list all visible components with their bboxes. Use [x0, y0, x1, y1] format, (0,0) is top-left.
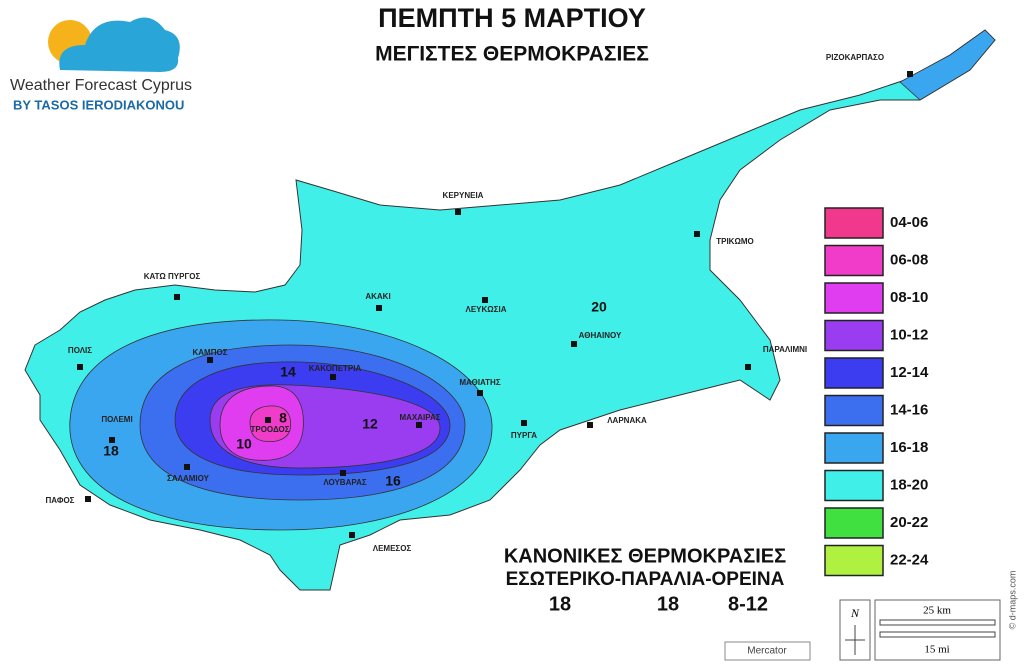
cloud	[59, 17, 180, 72]
town-marker	[521, 420, 527, 426]
contours	[69, 319, 493, 531]
town-marker	[587, 422, 593, 428]
town-label: ΤΡΟΟΔΟΣ	[250, 425, 289, 434]
normal-value: 18	[549, 593, 571, 615]
town-label: ΠΟΛΙΣ	[68, 346, 92, 355]
scale-mi: 15 mi	[924, 644, 949, 656]
legend-label: 16-18	[890, 439, 928, 456]
legend-swatch	[824, 469, 884, 502]
town-label: ΣΑΛΑΜΙΟΥ	[167, 474, 210, 483]
scale-bar	[879, 631, 996, 638]
legend-swatch	[824, 507, 884, 539]
legend-swatch	[824, 432, 884, 464]
legend-swatch	[824, 357, 884, 389]
town-label: ΤΡΙΚΩΜΟ	[716, 237, 754, 246]
town-marker	[207, 357, 213, 363]
town-label: ΛΕΥΚΩΣΙΑ	[466, 305, 507, 314]
town-marker	[349, 532, 355, 538]
legend-swatch	[824, 207, 884, 239]
town-marker	[745, 364, 751, 370]
contour-label: 10	[236, 436, 252, 452]
legend-swatch	[824, 544, 884, 577]
legend-swatch	[824, 394, 884, 427]
projection-box	[724, 641, 811, 661]
legend-label: 06-08	[890, 251, 928, 268]
town-label: ΚΑΤΩ ΠΥΡΓΟΣ	[144, 272, 201, 281]
town-marker	[455, 209, 461, 215]
legend-label: 08-10	[890, 289, 928, 306]
town-marker	[174, 294, 180, 300]
town-label: ΡΙΖΟΚΑΡΠΑΣΟ	[826, 53, 884, 62]
town-label: ΠΥΡΓΑ	[511, 431, 537, 440]
town-marker	[416, 422, 422, 428]
town-marker	[340, 470, 346, 476]
town-label: ΑΘΗΑΙΝΟΥ	[579, 331, 622, 340]
contour-label: 16	[385, 473, 401, 489]
town-label: ΠΟΛΕΜΙ	[101, 415, 132, 424]
logo-name: Weather Forecast Cyprus	[10, 77, 192, 94]
contour-band	[249, 405, 292, 442]
legend-swatch	[824, 282, 884, 314]
legend-label: 10-12	[890, 326, 928, 343]
town-label: ΛΟΥΒΑΡΑΣ	[323, 478, 367, 487]
town-label: ΚΑΜΠΟΣ	[192, 348, 227, 357]
legend-label: 18-20	[890, 476, 928, 493]
town-marker	[694, 231, 700, 237]
scale-km: 25 km	[923, 605, 951, 617]
logo: Weather Forecast Cyprus BY TASOS IERODIA…	[10, 17, 192, 112]
normals-regions: ΕΣΩΤΕΡΙΚΟ-ΠΑΡΑΛΙΑ-ΟΡΕΙΝΑ	[506, 569, 785, 590]
north-label: N	[850, 606, 860, 620]
town-marker	[376, 305, 382, 311]
projection: Mercator	[747, 646, 787, 657]
town-label: ΠΑΡΑΛΙΜΝΙ	[763, 345, 807, 354]
subtitle: ΜΕΓΙΣΤΕΣ ΘΕΡΜΟΚΡΑΣΙΕΣ	[375, 43, 649, 66]
town-label: ΛΕΜΕΣΟΣ	[373, 544, 412, 553]
contour-label: 18	[103, 443, 119, 459]
contour-label: 20	[591, 299, 607, 315]
town-marker	[77, 364, 83, 370]
town-label: ΛΑΡΝΑΚΑ	[607, 416, 647, 425]
town-marker	[330, 374, 336, 380]
legend-label: 22-24	[890, 551, 929, 568]
town-marker	[85, 496, 91, 502]
normal-value: 8-12	[728, 593, 768, 615]
legend-label: 12-14	[890, 364, 929, 381]
legend-swatch	[824, 244, 884, 277]
town-label: ΜΑΘΙΑΤΗΣ	[459, 378, 500, 387]
scale-box: N 25 km 15 mi Mercator © d-maps.com	[724, 571, 1017, 661]
contour-label: 14	[280, 364, 296, 380]
town-marker	[477, 390, 483, 396]
logo-byline: BY TASOS IERODIAKONOU	[13, 97, 184, 112]
normals-title: ΚΑΝΟΝΙΚΕΣ ΘΕΡΜΟΚΡΑΣΙΕΣ	[504, 545, 786, 567]
town-label: ΑΚΑΚΙ	[365, 292, 390, 301]
town-marker	[571, 341, 577, 347]
karpasia-band	[899, 29, 996, 101]
legend-label: 20-22	[890, 514, 928, 531]
town-label: ΚΑΚΟΠΕΤΡΙΑ	[309, 364, 362, 373]
town-marker	[907, 71, 913, 77]
credit: © d-maps.com	[1007, 571, 1017, 630]
contour-label: 12	[362, 416, 378, 432]
legend-label: 04-06	[890, 214, 928, 231]
town-marker	[482, 297, 488, 303]
town-label: ΠΑΦΟΣ	[46, 496, 75, 505]
town-label: ΜΑΧΑΙΡΑΣ	[399, 413, 440, 422]
title: ΠΕΜΠΤΗ 5 ΜΑΡΤΙΟΥ	[378, 3, 646, 33]
scale-bar-box	[874, 599, 1001, 661]
scale-bar	[879, 619, 996, 626]
town-marker	[109, 437, 115, 443]
town-marker	[265, 417, 271, 423]
town-marker	[184, 464, 190, 470]
contour-label: 8	[279, 410, 287, 426]
normal-value: 18	[657, 593, 679, 615]
legend-swatch	[824, 319, 884, 352]
town-label: ΚΕΡΥΝΕΙΑ	[443, 191, 484, 200]
legend-label: 14-16	[890, 401, 928, 418]
